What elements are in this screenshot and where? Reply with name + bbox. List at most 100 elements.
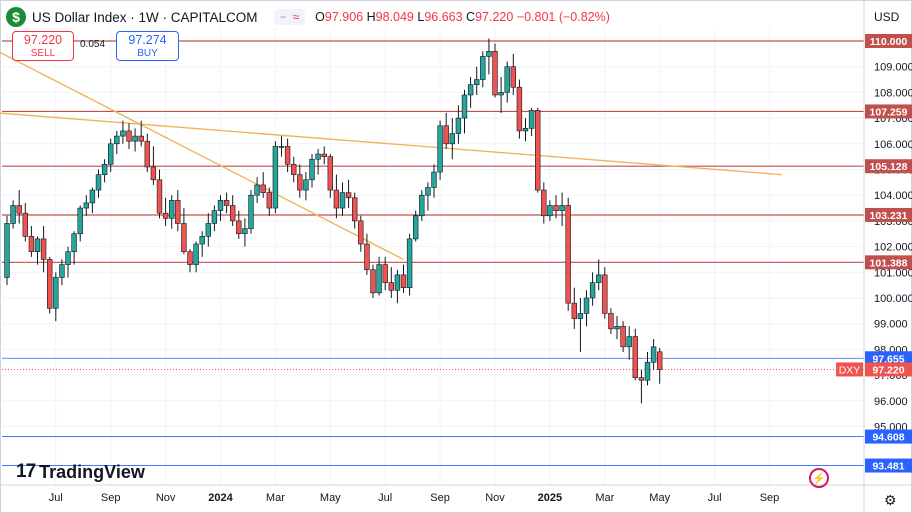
candle-body [40, 238, 47, 260]
time-tick-label: Nov [156, 492, 176, 504]
candle-body [65, 251, 71, 265]
close-value: 97.220 [475, 10, 514, 24]
candle-body [260, 184, 266, 193]
sell-button[interactable]: 97.220 SELL [12, 31, 74, 61]
candle-body [510, 66, 516, 88]
candle-body [504, 66, 510, 93]
buy-button[interactable]: 97.274 BUY [116, 31, 179, 61]
candle-body [46, 259, 53, 309]
candle-body [321, 153, 327, 157]
logo-text: TradingView [39, 461, 145, 482]
candle-body [589, 282, 596, 299]
time-tick-label: Sep [101, 492, 121, 504]
candle-body [473, 79, 480, 85]
candle-body [205, 223, 211, 237]
price-tick-label: 101.000 [874, 267, 912, 279]
indicator-toggle[interactable]: − ≈ [273, 9, 306, 25]
level-price-label: 93.481 [872, 461, 904, 473]
candle-body [114, 135, 120, 145]
candle-body [419, 194, 425, 217]
time-tick-label: 2024 [208, 492, 233, 504]
candle-body [351, 197, 358, 222]
candle-body [162, 212, 169, 219]
minus-icon: − [279, 10, 287, 24]
trendline [0, 51, 404, 261]
candle-body [370, 269, 376, 294]
time-tick-label: Jul [49, 492, 63, 504]
price-tick-label: 99.000 [874, 319, 908, 331]
candle-body [358, 220, 364, 245]
symbol-title[interactable]: US Dollar Index · 1W · CAPITALCOM [32, 9, 258, 25]
candle-body [656, 351, 663, 370]
price-tick-label: 100.000 [874, 293, 912, 305]
candle-body [620, 325, 626, 348]
current-price-tag [865, 362, 912, 377]
candle-body [266, 192, 272, 209]
level-price-label: 97.655 [872, 353, 904, 365]
candle-body [242, 228, 248, 235]
candle-body [132, 135, 138, 142]
candle-body [571, 302, 578, 319]
change-value: −0.801 (−0.82%) [516, 10, 610, 24]
candle-body [516, 86, 523, 132]
candle-body [425, 187, 431, 196]
price-tick-label: 109.000 [874, 62, 912, 74]
candle-body [89, 189, 96, 204]
price-tick-label: 96.000 [874, 396, 908, 408]
time-tick-label: Jul [708, 492, 722, 504]
candle-body [254, 184, 260, 196]
ohlc-readout: O97.906 H98.049 L96.663 C97.220 −0.801 (… [315, 10, 610, 24]
candle-body [565, 205, 571, 304]
candle-body [583, 297, 590, 314]
price-tick-label: 108.000 [874, 87, 912, 99]
candle-body [248, 194, 254, 229]
candle-body [284, 146, 291, 165]
level-price-tag [865, 104, 912, 119]
chart-header: $ US Dollar Index · 1W · CAPITALCOM − ≈ … [6, 6, 610, 28]
wave-icon: ≈ [292, 10, 300, 24]
level-price-label: 101.388 [870, 257, 908, 269]
candle-body [217, 200, 224, 211]
candle-body [345, 192, 352, 199]
candle-body [108, 143, 114, 165]
candle-body [169, 200, 175, 219]
candle-body [187, 251, 193, 265]
time-tick-label: May [649, 492, 670, 504]
settings-gear-icon[interactable]: ⚙ [884, 492, 897, 508]
candle-body [364, 243, 370, 271]
low-value: 96.663 [424, 10, 463, 24]
flash-icon[interactable]: ⚡ [809, 468, 829, 488]
time-tick-label: Jul [378, 492, 392, 504]
price-tick-label: 104.000 [874, 190, 912, 202]
sell-price: 97.220 [23, 33, 63, 47]
candle-body [236, 220, 242, 235]
candle-body [290, 164, 297, 175]
time-tick-label: 2025 [538, 492, 562, 504]
candle-body [16, 205, 22, 214]
candle-body [138, 135, 144, 142]
candle-body [272, 146, 279, 209]
level-price-label: 107.259 [870, 106, 908, 118]
candle-body [278, 146, 285, 148]
high-label: H [366, 10, 376, 24]
currency-selector[interactable]: USD [874, 10, 900, 24]
candle-body [333, 189, 340, 209]
candle-body [4, 223, 10, 278]
candle-body [455, 117, 462, 134]
time-tick-label: Mar [595, 492, 614, 504]
tradingview-logo-icon: 17 [16, 461, 36, 482]
candle-body [632, 336, 639, 378]
level-price-tag [865, 429, 912, 444]
candle-body [614, 325, 620, 330]
candle-body [211, 210, 218, 224]
candle-body [412, 215, 419, 240]
spread-value: 0.054 [80, 39, 106, 50]
candle-body [83, 202, 90, 209]
candle-body [394, 274, 401, 291]
candle-body [528, 110, 535, 129]
candle-body [77, 207, 83, 235]
price-tick-label: 102.000 [874, 242, 912, 254]
time-tick-label: May [320, 492, 341, 504]
candle-body [22, 212, 28, 237]
